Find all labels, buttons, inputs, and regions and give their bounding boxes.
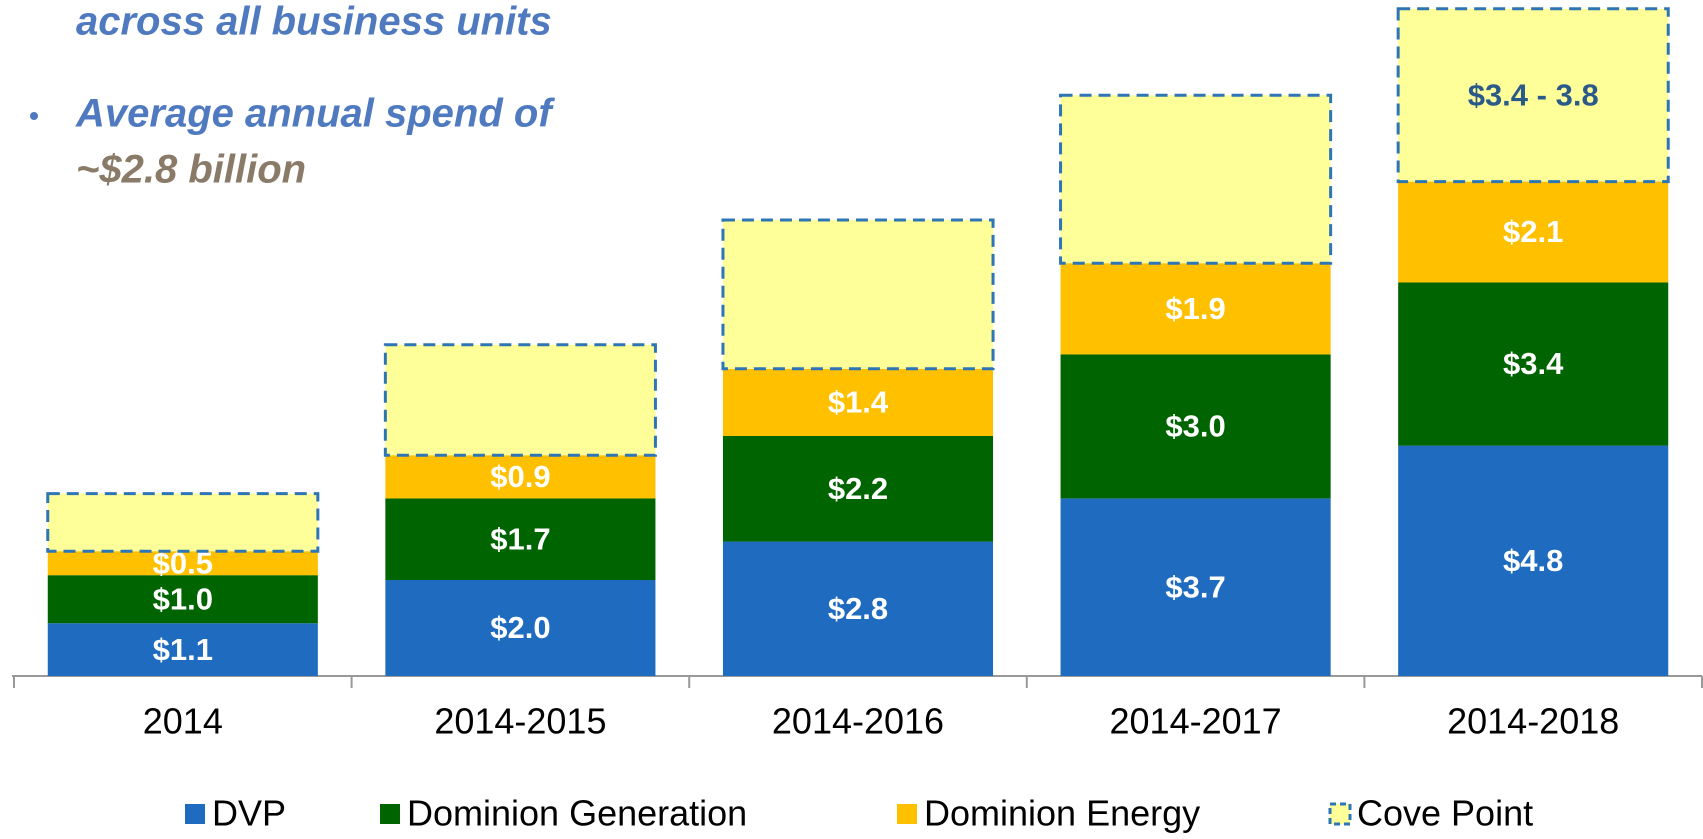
legend-label: Dominion Energy — [924, 793, 1200, 834]
cove-point-box — [1396, 7, 1670, 184]
legend-label: DVP — [212, 793, 286, 834]
x-tick-label: 2014 — [143, 701, 223, 742]
data-label: $2.8 — [828, 591, 888, 626]
bar-segment — [1060, 354, 1331, 499]
bar-segment — [722, 436, 994, 542]
data-label: $2.0 — [490, 610, 550, 645]
x-tick-label: 2014-2015 — [434, 701, 606, 742]
cove-point-box — [721, 218, 995, 371]
data-label: $3.0 — [1165, 409, 1225, 444]
bar-segment — [1398, 445, 1669, 676]
bar-segment — [722, 368, 994, 436]
bar-segment — [47, 623, 318, 676]
legend-swatch — [897, 804, 917, 824]
bar-segment — [1060, 498, 1331, 676]
bar-segment — [47, 575, 318, 624]
bar-segment — [385, 498, 656, 580]
data-label: $1.9 — [1165, 291, 1225, 326]
x-tick-label: 2014-2018 — [1447, 701, 1619, 742]
data-label: $1.4 — [828, 385, 889, 420]
x-tick-label: 2014-2016 — [772, 701, 944, 742]
bullet — [30, 112, 38, 120]
data-label: $1.1 — [153, 632, 213, 667]
legend-swatch — [1328, 802, 1352, 826]
data-label: $1.7 — [490, 521, 550, 556]
bar-segment — [1398, 181, 1669, 283]
bar-segment — [1060, 263, 1331, 355]
x-tick-label: 2014-2017 — [1110, 701, 1282, 742]
annotation: across all business units — [76, 0, 552, 44]
cove-point-box — [1059, 93, 1333, 265]
annotation: ~$2.8 billion — [76, 148, 306, 192]
data-label: $2.2 — [828, 471, 888, 506]
bar-segment — [1398, 282, 1669, 446]
bar-segment — [385, 580, 656, 676]
bar-segment — [722, 541, 994, 676]
data-label: $3.7 — [1165, 569, 1225, 604]
bar-segment — [47, 551, 318, 576]
legend-label: Cove Point — [1357, 793, 1533, 834]
cove-point-box — [383, 343, 657, 457]
legend-label: Dominion Generation — [407, 793, 747, 834]
bar-segment — [385, 455, 656, 499]
data-label: $1.0 — [153, 581, 213, 616]
data-label: $4.8 — [1503, 543, 1563, 578]
legend-swatch — [185, 804, 205, 824]
data-label: $0.9 — [490, 459, 550, 494]
cove-point-box — [46, 492, 320, 553]
data-label: $2.1 — [1503, 214, 1563, 249]
data-label: $3.4 — [1503, 346, 1564, 381]
data-label: $3.4 - 3.8 — [1468, 77, 1599, 112]
legend-swatch — [380, 804, 400, 824]
annotation: Average annual spend of — [75, 92, 555, 136]
